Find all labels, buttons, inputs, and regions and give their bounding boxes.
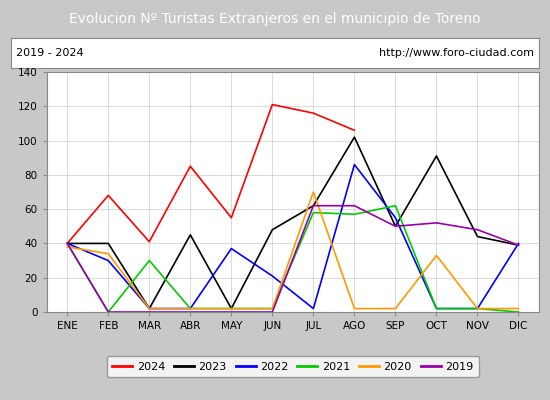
Legend: 2024, 2023, 2022, 2021, 2020, 2019: 2024, 2023, 2022, 2021, 2020, 2019 [107,356,479,377]
Text: Evolucion Nº Turistas Extranjeros en el municipio de Toreno: Evolucion Nº Turistas Extranjeros en el … [69,12,481,26]
Text: 2019 - 2024: 2019 - 2024 [16,48,84,58]
Text: http://www.foro-ciudad.com: http://www.foro-ciudad.com [379,48,534,58]
